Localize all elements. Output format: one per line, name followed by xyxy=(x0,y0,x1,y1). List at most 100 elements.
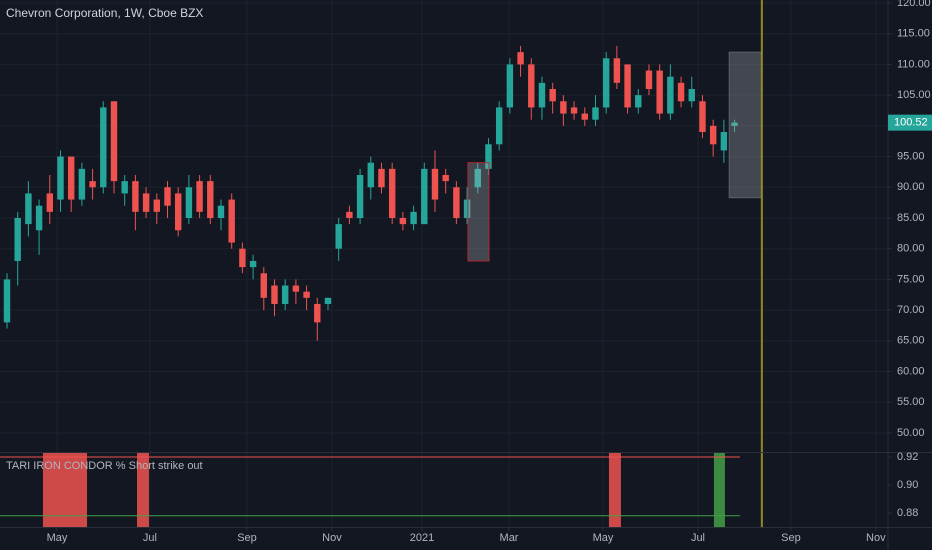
candle-body xyxy=(164,187,171,206)
y-tick-label: 75.00 xyxy=(897,273,925,285)
indicator-y-tick-label: 0.90 xyxy=(897,479,918,491)
candle-body xyxy=(613,58,621,83)
candle-body xyxy=(506,64,514,108)
last-price-label: 100.52 xyxy=(894,117,928,129)
candle-body xyxy=(378,168,385,188)
candle-body xyxy=(356,174,364,218)
candle-body xyxy=(335,224,342,249)
candle-body xyxy=(410,211,417,225)
candle-body xyxy=(517,52,524,65)
signal-highlight xyxy=(608,453,621,527)
y-tick-label: 115.00 xyxy=(897,28,930,40)
x-tick-label: Sep xyxy=(237,532,257,544)
candle-body xyxy=(153,199,161,212)
x-tick-label: May xyxy=(47,532,68,544)
candle-body xyxy=(292,285,300,292)
candle-body xyxy=(442,174,449,182)
candle-body xyxy=(281,285,289,304)
candle-body xyxy=(346,211,353,218)
candle-body xyxy=(121,181,128,194)
indicator-pane xyxy=(0,453,740,527)
candle-body xyxy=(677,82,685,102)
y-tick-label: 50.00 xyxy=(897,427,925,439)
candle-body xyxy=(431,168,439,200)
candle-body xyxy=(528,64,535,108)
candle-body xyxy=(3,279,11,323)
candle-body xyxy=(570,107,578,114)
candle-body xyxy=(688,88,695,102)
candles xyxy=(3,46,738,341)
candle-body xyxy=(249,260,257,268)
indicator-y-tick-label: 0.88 xyxy=(897,507,918,519)
axes: 50.00 55.00 60.00 65.00 70.00 75.00 80.00 85.00… xyxy=(47,0,932,544)
x-tick-label: May xyxy=(593,532,614,544)
x-tick-label: Nov xyxy=(322,532,342,544)
candle-body xyxy=(399,217,407,225)
candle-body xyxy=(89,181,96,188)
signal-highlight xyxy=(136,453,149,527)
candle-body xyxy=(110,101,118,182)
candle-body xyxy=(667,76,674,114)
candle-body xyxy=(228,199,235,243)
candle-body xyxy=(57,156,64,200)
candle-body xyxy=(635,95,642,108)
candle-body xyxy=(602,58,610,108)
candle-body xyxy=(656,70,663,114)
chart-title: Chevron Corporation, 1W, Cboe BZX xyxy=(6,6,203,20)
candle-body xyxy=(314,303,321,323)
x-tick-label: 2021 xyxy=(410,532,434,544)
candle-body xyxy=(592,107,599,120)
candle-body xyxy=(271,285,278,304)
candle-body xyxy=(421,168,428,225)
x-tick-label: Sep xyxy=(781,532,801,544)
x-tick-label: Nov xyxy=(866,532,886,544)
candle-body xyxy=(303,291,310,298)
candle-body xyxy=(217,205,225,218)
y-tick-label: 105.00 xyxy=(897,89,931,101)
candle-body xyxy=(324,297,332,304)
candle-body xyxy=(25,193,32,225)
y-tick-label: 80.00 xyxy=(897,243,925,255)
y-tick-label: 55.00 xyxy=(897,396,925,408)
candle-body xyxy=(495,107,503,145)
candle-body xyxy=(709,125,717,145)
candle-body xyxy=(100,107,107,188)
candle-body xyxy=(645,70,653,89)
candle-body xyxy=(538,82,546,108)
grid xyxy=(0,0,888,527)
signal-highlight xyxy=(713,453,725,527)
candle-body xyxy=(207,181,214,218)
candle-body xyxy=(174,193,182,231)
y-tick-label: 85.00 xyxy=(897,212,925,224)
candle-body xyxy=(549,88,556,102)
candle-body xyxy=(699,101,706,132)
candle-body xyxy=(720,131,728,151)
candle-body xyxy=(485,144,492,169)
candle-body xyxy=(560,101,567,114)
range-box xyxy=(728,51,762,199)
signal-highlight xyxy=(42,453,88,527)
candle-body xyxy=(67,156,75,200)
x-tick-label: Jul xyxy=(143,532,157,544)
y-tick-label: 120.00 xyxy=(897,0,931,9)
candle-body xyxy=(142,193,150,212)
candle-body xyxy=(388,168,396,218)
y-tick-label: 60.00 xyxy=(897,365,925,377)
candle-body xyxy=(132,181,139,212)
candle-body xyxy=(78,168,86,200)
candle-body xyxy=(581,113,588,120)
last-price-badge xyxy=(888,114,932,131)
candle-body xyxy=(367,162,374,188)
candle-body xyxy=(260,273,267,298)
y-tick-label: 110.00 xyxy=(897,58,930,70)
indicator-y-tick-label: 0.92 xyxy=(897,451,918,463)
range-box xyxy=(467,162,490,262)
candle-body xyxy=(624,64,631,108)
y-tick-label: 65.00 xyxy=(897,335,925,347)
candle-body xyxy=(463,199,471,218)
y-tick-label: 90.00 xyxy=(897,181,925,193)
candle-body xyxy=(46,193,54,212)
candle-body xyxy=(185,187,193,218)
